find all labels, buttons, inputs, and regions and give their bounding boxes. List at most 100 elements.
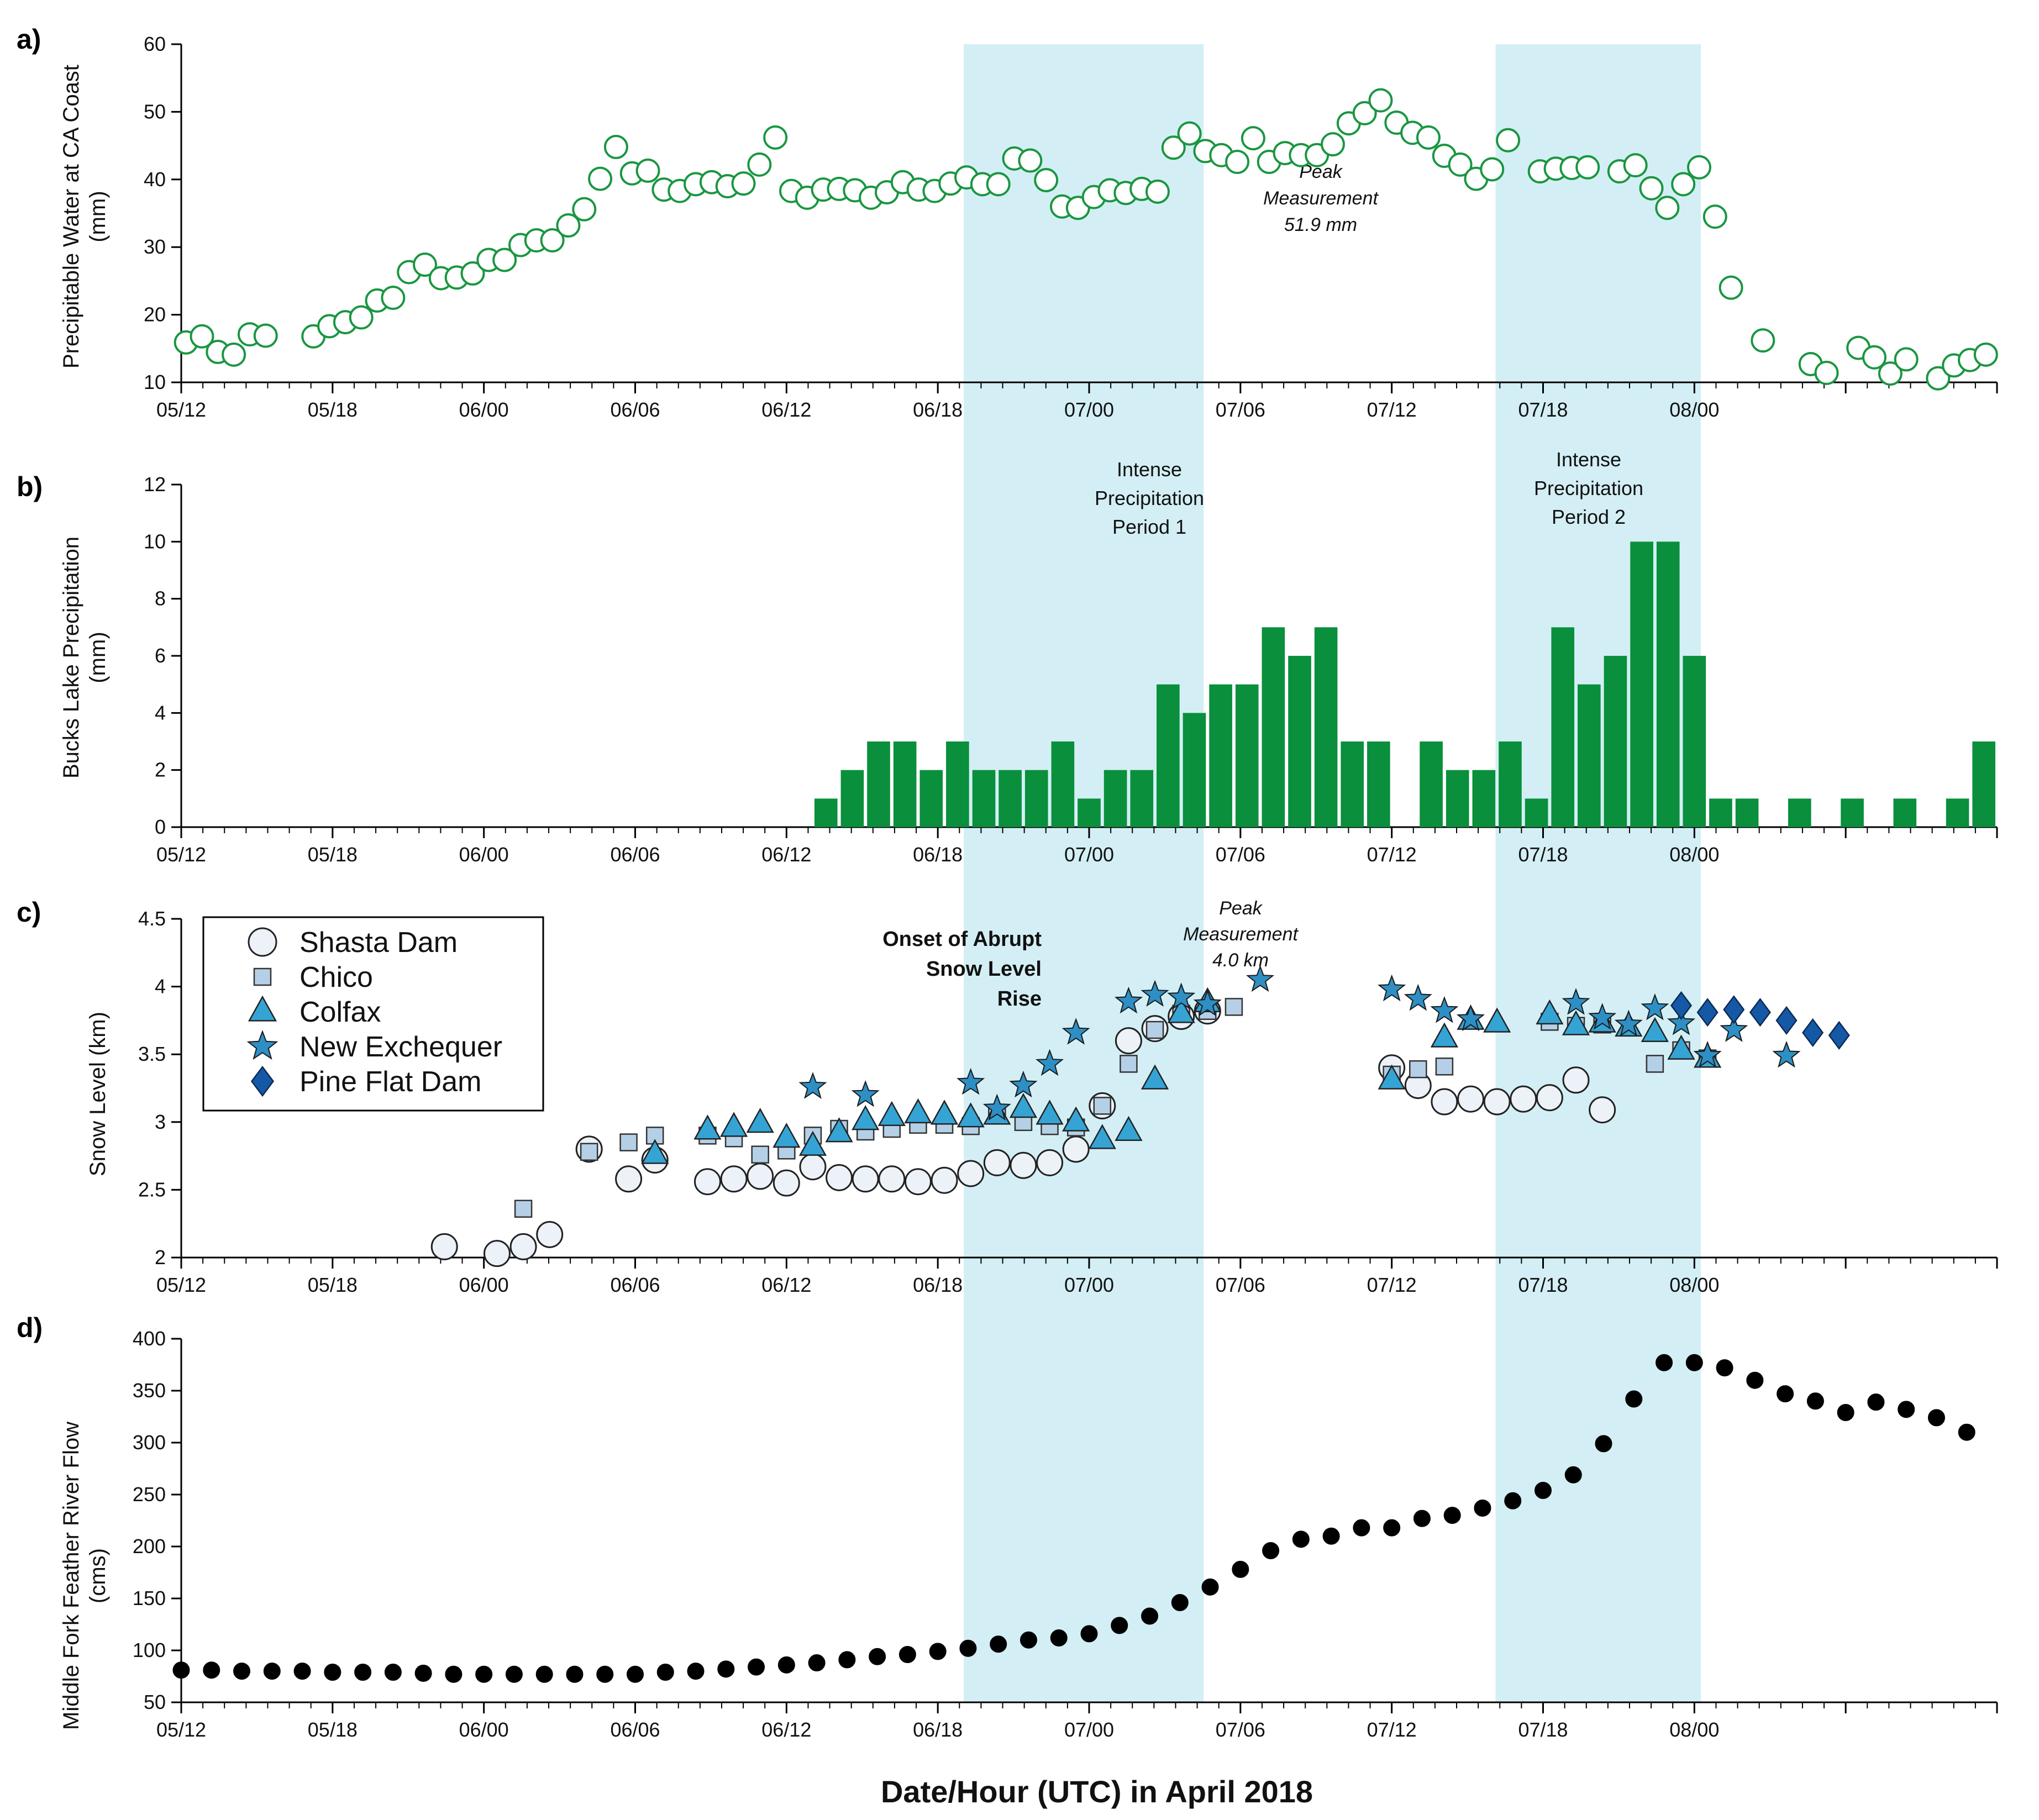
y-tick-label: 400: [133, 1327, 166, 1350]
chico-point: [1145, 1021, 1164, 1039]
pw-point: [1448, 152, 1473, 177]
y-tick-label: 4: [155, 975, 166, 998]
pw-point: [556, 213, 581, 238]
x-tick-label: 05/12: [156, 843, 206, 866]
colfax-point: [1483, 1007, 1511, 1033]
shaded-period-2: [1495, 44, 1701, 1702]
y-tick-label: 300: [133, 1431, 166, 1454]
x-tick-label: 07/12: [1367, 1274, 1417, 1296]
legend-marker-colfax: [248, 995, 277, 1022]
new-exchequer-point: [1588, 1003, 1617, 1030]
chico-point: [1225, 998, 1243, 1016]
flow-point: [1625, 1390, 1643, 1408]
x-tick-label: 07/12: [1367, 843, 1417, 866]
flow-point: [1504, 1492, 1522, 1509]
panel-a: a) Precipitable Water at CA Coast (mm) P…: [17, 24, 1998, 421]
x-tick-label: 05/12: [156, 1274, 206, 1296]
pine-flat-dam-point: [1828, 1021, 1850, 1050]
shasta-dam-point: [826, 1164, 853, 1191]
new-exchequer-point: [1720, 1015, 1748, 1042]
flow-point: [505, 1665, 523, 1683]
flow-point: [1383, 1519, 1401, 1537]
pw-point: [1655, 196, 1680, 220]
pine-flat-dam-point: [1723, 995, 1745, 1024]
colfax-point: [1667, 1034, 1695, 1060]
flow-point: [1262, 1542, 1280, 1560]
pw-point: [540, 228, 565, 253]
pine-flat-dam-point: [1802, 1018, 1824, 1048]
pw-point: [1368, 88, 1393, 113]
precip-bar: [946, 741, 969, 827]
flow-point: [1806, 1392, 1824, 1410]
precip-bar: [1525, 798, 1548, 827]
peak-annotation-a-3: 51.9 mm: [1284, 214, 1357, 235]
legend-label-new-exchequer: New Exchequer: [299, 1031, 502, 1063]
shasta-dam-point: [1062, 1135, 1090, 1163]
y-tick-label: 10: [144, 530, 166, 553]
x-tick-label: 07/00: [1064, 1718, 1114, 1741]
pw-point: [349, 305, 374, 330]
pw-point: [1321, 132, 1346, 157]
shasta-dam-point: [878, 1165, 906, 1193]
x-tick-label: 07/00: [1064, 1274, 1114, 1296]
y-tick-label: 3.5: [138, 1043, 166, 1065]
panel-b-label: b): [17, 471, 43, 502]
shasta-dam-point: [931, 1166, 958, 1194]
shasta-dam-point: [747, 1163, 774, 1190]
flow-point: [566, 1665, 584, 1683]
pw-point: [1814, 360, 1839, 385]
flow-point: [1111, 1617, 1128, 1634]
shasta-dam-point: [693, 1168, 721, 1196]
chico-point: [1435, 1058, 1454, 1076]
pw-point: [1018, 148, 1043, 173]
x-tick-label: 07/06: [1216, 1274, 1265, 1296]
pw-point: [1686, 155, 1711, 180]
shasta-dam-point: [615, 1165, 643, 1193]
panel-d-label: d): [17, 1312, 43, 1343]
flow-point: [1685, 1354, 1703, 1371]
y-tick-label: 350: [133, 1379, 166, 1402]
pw-point: [222, 342, 246, 367]
flow-point: [777, 1656, 795, 1674]
precip-bar: [893, 741, 917, 827]
precip-bar: [1893, 798, 1917, 827]
new-exchequer-point: [1167, 982, 1196, 1009]
legend-marker-new-exchequer: [246, 1030, 278, 1060]
new-exchequer-point: [1141, 980, 1169, 1007]
new-exchequer-point: [1061, 1018, 1090, 1045]
pw-point: [1241, 126, 1265, 151]
flow-point: [1867, 1393, 1885, 1411]
flow-point: [596, 1665, 614, 1683]
flow-point: [656, 1663, 674, 1681]
pw-point: [1878, 361, 1903, 386]
precip-bar: [1051, 741, 1075, 827]
x-tick-label: 08/00: [1669, 843, 1719, 866]
panel-d: d) Middle Fork Feather River Flow (cms) …: [17, 1312, 1998, 1741]
pw-point: [986, 172, 1011, 197]
new-exchequer-point: [1404, 983, 1432, 1011]
pine-flat-dam-point: [1696, 998, 1719, 1027]
y-tick-label: 2: [155, 1246, 166, 1269]
flow-point: [1201, 1578, 1219, 1596]
flow-point: [808, 1654, 826, 1672]
precip-bar: [1788, 798, 1811, 827]
panel-c-label: c): [17, 897, 41, 928]
legend-label-pine-flat: Pine Flat Dam: [299, 1066, 481, 1098]
colfax-point: [904, 1098, 932, 1124]
y-tick-label: 20: [144, 303, 166, 326]
x-tick-label: 07/18: [1518, 398, 1568, 421]
x-tick-label: 07/06: [1216, 843, 1265, 866]
new-exchequer-point: [1667, 1008, 1696, 1035]
x-tick-label: 07/12: [1367, 398, 1417, 421]
colfax-point: [693, 1114, 722, 1140]
x-tick-label: 06/00: [459, 398, 509, 421]
x-tick-label: 06/06: [610, 1718, 660, 1741]
new-exchequer-point: [1193, 989, 1222, 1017]
pw-point: [381, 286, 406, 310]
chico-point: [580, 1143, 598, 1161]
precip-bar: [999, 770, 1022, 827]
shasta-dam-point: [904, 1168, 932, 1196]
pw-point: [1623, 153, 1648, 178]
pw-point: [1225, 149, 1250, 174]
